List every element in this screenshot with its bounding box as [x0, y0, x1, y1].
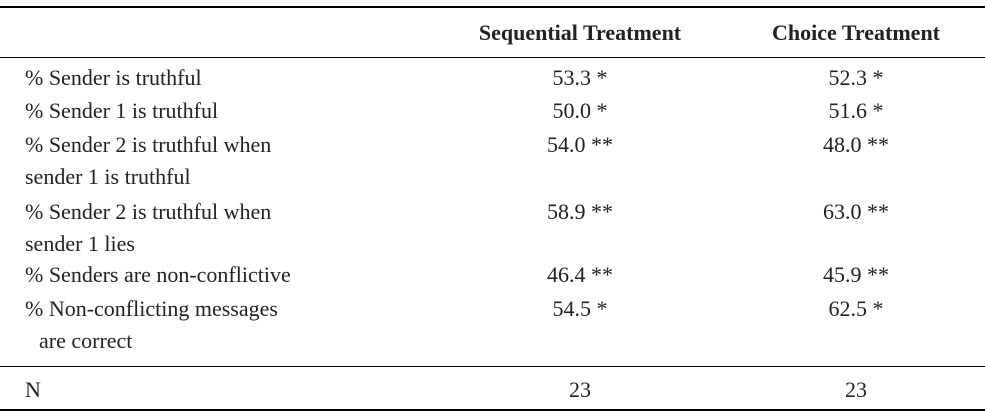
cell: 54.5 *: [552, 296, 608, 321]
row-label: sender 1 lies: [25, 231, 135, 256]
cell: 54.0 **: [547, 132, 613, 157]
top-rule: [0, 6, 985, 8]
column-header: Choice Treatment: [771, 20, 941, 45]
bottom-rule: [0, 409, 985, 411]
cell: 23: [569, 377, 591, 402]
footer-rule: [0, 366, 985, 367]
cell: 58.9 **: [547, 199, 613, 224]
row-label: are correct: [39, 328, 133, 353]
cell: 46.4 **: [547, 262, 613, 287]
cell: 23: [845, 377, 867, 402]
cell: 52.3 *: [828, 65, 884, 90]
cell: 62.5 *: [828, 296, 884, 321]
cell: 51.6 *: [828, 98, 884, 123]
column-header: Sequential Treatment: [478, 20, 682, 45]
row-label: N: [25, 377, 41, 402]
row-label: % Sender 2 is truthful when: [25, 199, 272, 224]
row-label: % Sender 2 is truthful when: [25, 132, 272, 157]
header-rule: [0, 57, 985, 58]
cell: 48.0 **: [823, 132, 889, 157]
row-label: % Sender 1 is truthful: [25, 98, 219, 123]
cell: 63.0 **: [823, 199, 889, 224]
row-label: % Non-conflicting messages: [25, 296, 278, 321]
row-label: sender 1 is truthful: [25, 164, 191, 189]
cell: 45.9 **: [823, 262, 889, 287]
cell: 53.3 *: [552, 65, 608, 90]
cell: 50.0 *: [552, 98, 608, 123]
row-label: % Senders are non-conflictive: [25, 262, 291, 287]
row-label: % Sender is truthful: [25, 65, 202, 90]
